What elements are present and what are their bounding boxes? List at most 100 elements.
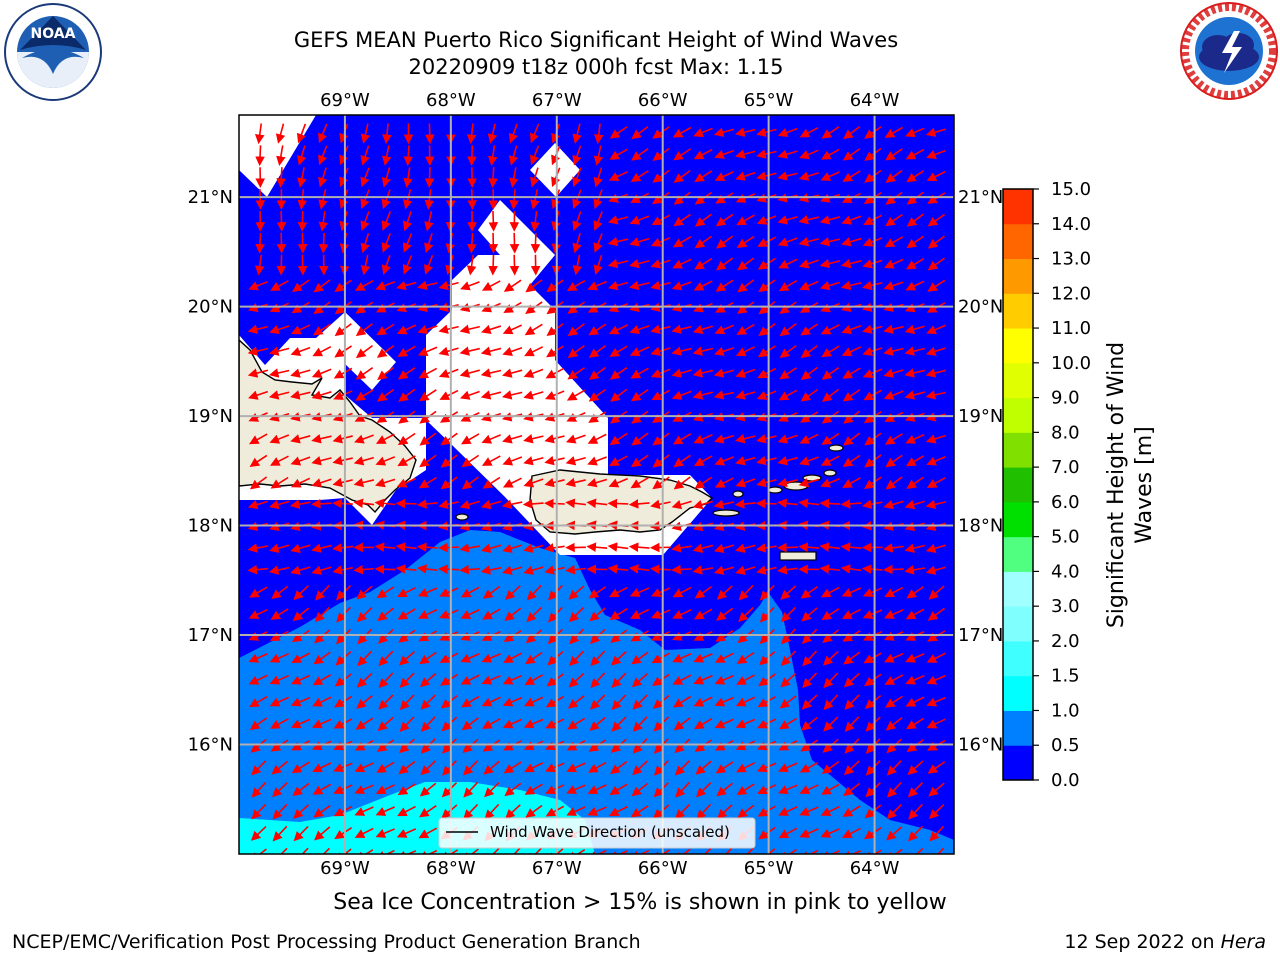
wind-wave-arrow bbox=[377, 607, 395, 622]
wind-wave-arrow bbox=[841, 237, 862, 247]
wind-wave-arrow bbox=[694, 257, 713, 270]
wind-wave-arrow bbox=[631, 651, 649, 665]
wind-wave-arrow bbox=[716, 585, 733, 600]
wind-wave-arrow bbox=[737, 279, 755, 293]
wind-wave-arrow bbox=[376, 388, 395, 402]
wind-wave-arrow bbox=[714, 456, 734, 466]
lon-label-top: 69°W bbox=[320, 90, 370, 111]
wind-wave-arrow bbox=[378, 672, 394, 689]
wind-wave-arrow bbox=[799, 761, 819, 773]
colorbar-segment bbox=[1003, 640, 1033, 677]
wind-wave-arrow bbox=[376, 323, 395, 336]
wind-wave-arrow bbox=[778, 258, 798, 269]
wind-wave-arrow bbox=[503, 652, 522, 663]
wind-wave-arrow bbox=[376, 345, 395, 358]
wind-wave-arrow bbox=[397, 608, 416, 620]
wind-wave-arrow bbox=[630, 477, 649, 489]
wind-wave-arrow bbox=[314, 584, 330, 601]
colorbar-tick-label: 13.0 bbox=[1051, 249, 1091, 270]
wind-wave-arrow bbox=[502, 696, 523, 707]
wind-wave-arrow bbox=[630, 805, 649, 818]
wind-wave-arrow bbox=[926, 674, 946, 685]
lat-label-right: 18°N bbox=[958, 516, 1003, 537]
wind-wave-arrow bbox=[884, 433, 903, 445]
wind-wave-arrow bbox=[318, 232, 329, 254]
wind-wave-arrow bbox=[631, 125, 649, 140]
wind-wave-arrow bbox=[735, 478, 756, 488]
wind-wave-arrow bbox=[569, 650, 585, 667]
wind-wave-arrow bbox=[572, 232, 582, 254]
wind-wave-arrow bbox=[673, 717, 691, 731]
wind-wave-arrow bbox=[567, 367, 586, 380]
wind-wave-arrow bbox=[822, 650, 839, 666]
wind-wave-arrow bbox=[269, 652, 290, 663]
wind-wave-arrow bbox=[292, 279, 310, 293]
wind-wave-arrow bbox=[798, 215, 819, 225]
wind-wave-arrow bbox=[481, 434, 501, 444]
wind-wave-arrow bbox=[354, 434, 374, 444]
wind-wave-arrow bbox=[249, 696, 268, 708]
wind-wave-arrow bbox=[508, 145, 519, 166]
wind-wave-arrow bbox=[737, 804, 755, 818]
wind-wave-arrow bbox=[313, 279, 331, 293]
wind-wave-arrow bbox=[735, 390, 756, 400]
wind-wave-arrow bbox=[672, 258, 692, 269]
wind-wave-arrow bbox=[841, 325, 862, 335]
wind-wave-arrow bbox=[820, 850, 840, 854]
colorbar-segment bbox=[1003, 293, 1033, 329]
wind-wave-arrow bbox=[269, 499, 290, 510]
wind-wave-arrow bbox=[523, 390, 544, 400]
wind-wave-arrow bbox=[293, 585, 309, 601]
wind-wave-arrow bbox=[293, 825, 309, 842]
lat-label-left: 20°N bbox=[188, 297, 233, 318]
wind-wave-arrow bbox=[692, 324, 713, 335]
wind-wave-arrow bbox=[419, 432, 437, 446]
wind-wave-arrow bbox=[927, 213, 946, 227]
wind-wave-arrow bbox=[482, 585, 501, 599]
colorbar-tick-label: 1.0 bbox=[1051, 700, 1080, 721]
wind-wave-arrow bbox=[290, 565, 311, 575]
wind-wave-arrow bbox=[716, 782, 733, 797]
wind-wave-arrow bbox=[925, 346, 946, 356]
wind-wave-arrow bbox=[842, 805, 861, 818]
wind-wave-arrow bbox=[758, 848, 776, 854]
wind-wave-arrow bbox=[632, 716, 648, 732]
wind-wave-arrow bbox=[587, 806, 607, 816]
wind-wave-arrow bbox=[459, 346, 481, 356]
wind-wave-arrow bbox=[693, 148, 713, 160]
wind-wave-arrow bbox=[929, 847, 945, 854]
wind-wave-arrow bbox=[672, 652, 692, 663]
colorbar-segment bbox=[1003, 223, 1033, 260]
wind-wave-arrow bbox=[467, 145, 477, 167]
wind-wave-arrow bbox=[251, 781, 267, 798]
wind-wave-arrow bbox=[886, 781, 902, 798]
wind-wave-arrow bbox=[312, 345, 332, 357]
wind-wave-arrow bbox=[463, 760, 479, 776]
wind-wave-arrow bbox=[355, 849, 374, 854]
footer-branch: NCEP/EMC/Verification Post Processing Pr… bbox=[12, 931, 641, 953]
wind-wave-arrow bbox=[844, 694, 860, 710]
wind-wave-arrow bbox=[269, 543, 290, 553]
wind-wave-arrow bbox=[357, 606, 373, 623]
wind-wave-arrow bbox=[692, 390, 714, 400]
wind-wave-arrow bbox=[270, 608, 289, 620]
wind-wave-arrow bbox=[314, 847, 330, 854]
wind-wave-arrow bbox=[502, 346, 523, 356]
wind-wave-arrow bbox=[529, 145, 540, 166]
wind-wave-arrow bbox=[484, 782, 500, 798]
wind-wave-arrow bbox=[588, 586, 607, 599]
wind-wave-arrow bbox=[714, 652, 734, 663]
wind-wave-arrow bbox=[565, 498, 587, 509]
wind-wave-arrow bbox=[398, 388, 416, 402]
wind-wave-arrow bbox=[297, 167, 307, 188]
colorbar-tick-label: 10.0 bbox=[1051, 353, 1091, 374]
wind-wave-arrow bbox=[713, 390, 735, 400]
wind-wave-arrow bbox=[905, 653, 925, 663]
wind-wave-arrow bbox=[673, 169, 691, 183]
wind-wave-arrow bbox=[480, 499, 502, 510]
lat-label-right: 16°N bbox=[958, 735, 1003, 756]
wind-wave-arrow bbox=[840, 280, 862, 291]
wind-wave-arrow bbox=[588, 323, 607, 336]
wind-wave-arrow bbox=[632, 694, 648, 710]
wind-wave-arrow bbox=[249, 454, 268, 467]
